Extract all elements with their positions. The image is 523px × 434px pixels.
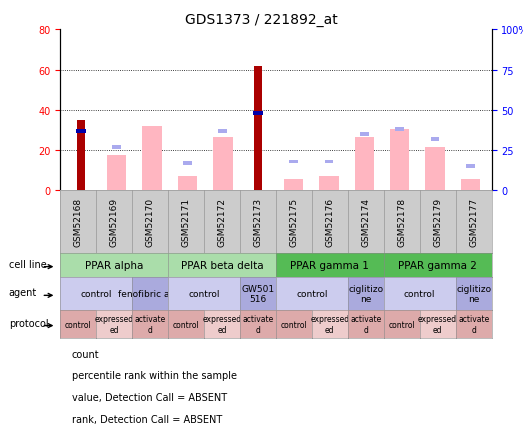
Bar bbox=[178, 177, 197, 191]
Text: GSM52172: GSM52172 bbox=[218, 198, 226, 247]
Bar bbox=[425, 148, 445, 191]
Text: GSM52177: GSM52177 bbox=[469, 198, 478, 247]
Bar bbox=[183, 162, 192, 165]
Text: activate
d: activate d bbox=[134, 315, 166, 334]
Text: PPAR beta delta: PPAR beta delta bbox=[180, 261, 263, 271]
Text: GSM52171: GSM52171 bbox=[181, 198, 190, 247]
Text: GDS1373 / 221892_at: GDS1373 / 221892_at bbox=[185, 13, 338, 26]
Text: count: count bbox=[72, 349, 99, 358]
Bar bbox=[76, 129, 86, 134]
Text: control: control bbox=[81, 289, 112, 299]
Bar bbox=[466, 165, 475, 169]
Text: protocol: protocol bbox=[8, 318, 48, 328]
Bar bbox=[142, 127, 162, 191]
Bar bbox=[461, 180, 480, 191]
Bar bbox=[107, 156, 127, 191]
Text: GSM52178: GSM52178 bbox=[397, 198, 406, 247]
Text: expressed
ed: expressed ed bbox=[418, 315, 457, 334]
Bar bbox=[390, 130, 410, 191]
Bar bbox=[355, 138, 374, 191]
Bar bbox=[324, 160, 333, 164]
Text: control: control bbox=[65, 320, 92, 329]
Text: activate
d: activate d bbox=[242, 315, 274, 334]
Text: control: control bbox=[389, 320, 415, 329]
Text: GSM52168: GSM52168 bbox=[74, 198, 83, 247]
Bar bbox=[289, 160, 298, 164]
Bar bbox=[77, 121, 85, 191]
Text: control: control bbox=[280, 320, 307, 329]
Text: control: control bbox=[296, 289, 327, 299]
Bar bbox=[395, 128, 404, 132]
Text: activate
d: activate d bbox=[458, 315, 490, 334]
Bar bbox=[319, 177, 339, 191]
Bar bbox=[213, 138, 233, 191]
Bar bbox=[284, 180, 303, 191]
Text: GW501
516: GW501 516 bbox=[241, 284, 275, 304]
Text: cell line: cell line bbox=[8, 260, 47, 270]
Text: PPAR gamma 1: PPAR gamma 1 bbox=[290, 261, 369, 271]
Text: control: control bbox=[188, 289, 220, 299]
Text: GSM52175: GSM52175 bbox=[289, 198, 298, 247]
Text: ciglitizo
ne: ciglitizo ne bbox=[456, 284, 491, 304]
Text: GSM52173: GSM52173 bbox=[254, 198, 263, 247]
Text: control: control bbox=[173, 320, 199, 329]
Bar bbox=[112, 146, 121, 149]
Text: PPAR alpha: PPAR alpha bbox=[85, 261, 143, 271]
Text: PPAR gamma 2: PPAR gamma 2 bbox=[398, 261, 477, 271]
Text: expressed
ed: expressed ed bbox=[95, 315, 134, 334]
Text: rank, Detection Call = ABSENT: rank, Detection Call = ABSENT bbox=[72, 414, 222, 424]
Text: GSM52169: GSM52169 bbox=[110, 198, 119, 247]
Text: control: control bbox=[404, 289, 436, 299]
Text: agent: agent bbox=[8, 287, 37, 297]
Text: GSM52179: GSM52179 bbox=[433, 198, 442, 247]
Text: GSM52174: GSM52174 bbox=[361, 198, 370, 247]
Text: GSM52170: GSM52170 bbox=[145, 198, 154, 247]
Bar bbox=[254, 66, 262, 191]
Bar bbox=[430, 138, 439, 141]
Text: fenofibric acid: fenofibric acid bbox=[118, 289, 183, 299]
Text: activate
d: activate d bbox=[350, 315, 381, 334]
Text: percentile rank within the sample: percentile rank within the sample bbox=[72, 371, 237, 380]
Text: expressed
ed: expressed ed bbox=[310, 315, 349, 334]
Bar bbox=[253, 112, 263, 116]
Text: GSM52176: GSM52176 bbox=[325, 198, 334, 247]
Text: ciglitizo
ne: ciglitizo ne bbox=[348, 284, 383, 304]
Text: value, Detection Call = ABSENT: value, Detection Call = ABSENT bbox=[72, 392, 227, 402]
Bar bbox=[360, 133, 369, 137]
Bar bbox=[219, 130, 228, 133]
Text: expressed
ed: expressed ed bbox=[202, 315, 242, 334]
